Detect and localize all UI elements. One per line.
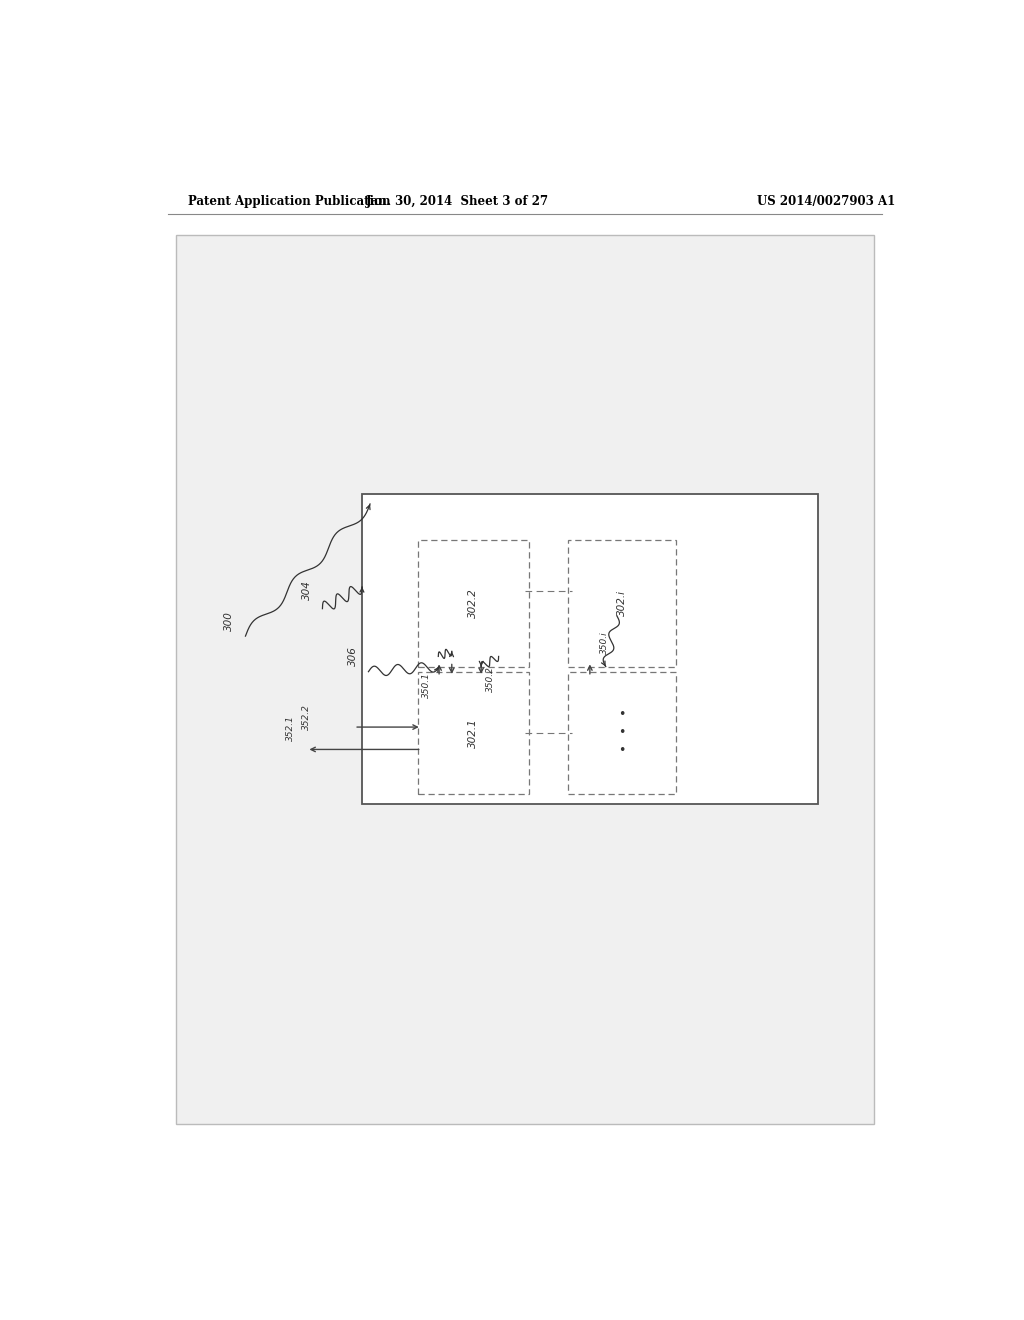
Text: 302.i: 302.i	[617, 590, 627, 616]
Bar	[568, 672, 676, 793]
Bar	[176, 235, 873, 1125]
Text: 350.1: 350.1	[422, 672, 431, 697]
Text: •
•
•: • • •	[618, 708, 626, 758]
Text: 350.2: 350.2	[486, 667, 496, 693]
Bar	[418, 540, 528, 667]
Text: 352.2: 352.2	[302, 705, 311, 730]
Bar	[568, 540, 676, 667]
Text: Jan. 30, 2014  Sheet 3 of 27: Jan. 30, 2014 Sheet 3 of 27	[366, 194, 549, 207]
Text: 304: 304	[302, 581, 312, 601]
Text: 300: 300	[223, 611, 233, 631]
Text: FIG. 3: FIG. 3	[753, 675, 805, 689]
Text: 302.2: 302.2	[468, 589, 478, 618]
Bar	[572, 677, 672, 788]
Text: 350.i: 350.i	[600, 631, 609, 653]
Bar	[418, 672, 528, 793]
Text: 306: 306	[348, 647, 358, 667]
Bar	[422, 677, 524, 788]
Bar	[572, 545, 672, 661]
Text: 352.1: 352.1	[286, 714, 295, 741]
Text: Patent Application Publication: Patent Application Publication	[187, 194, 390, 207]
Bar	[362, 494, 818, 804]
Text: US 2014/0027903 A1: US 2014/0027903 A1	[757, 194, 896, 207]
Bar	[422, 545, 524, 661]
Text: 302.1: 302.1	[468, 718, 478, 747]
